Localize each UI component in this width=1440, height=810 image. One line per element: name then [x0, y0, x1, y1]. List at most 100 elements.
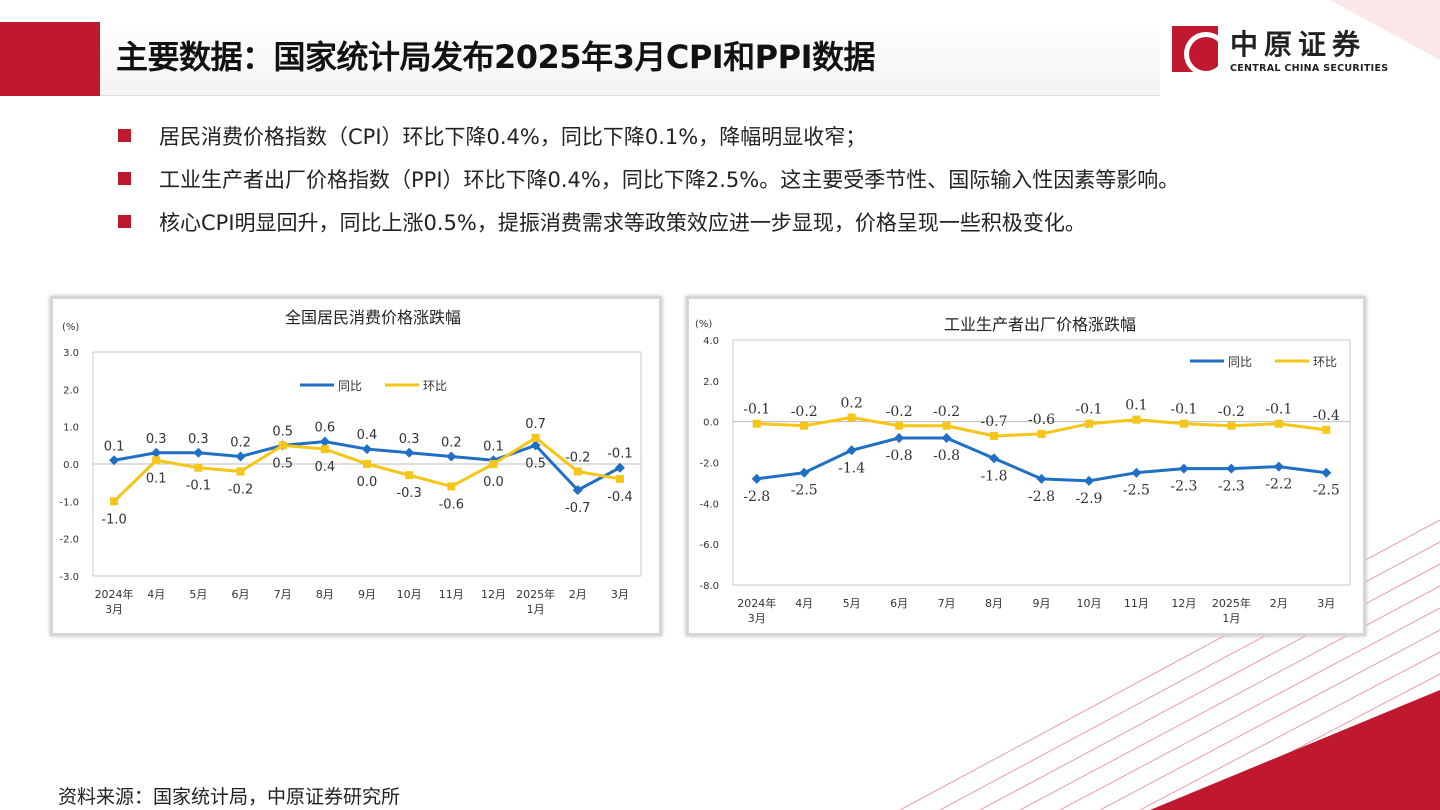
data-point-mom	[405, 471, 414, 480]
data-point-yoy	[989, 453, 1000, 464]
data-label: -0.1	[1265, 402, 1292, 418]
data-point-mom	[895, 421, 904, 430]
data-label: -0.3	[396, 486, 421, 501]
data-point-mom	[942, 421, 951, 430]
data-point-mom	[615, 474, 624, 483]
data-label: 0.4	[357, 428, 378, 443]
company-logo: 中原证券 CENTRAL CHINA SECURITIES	[1172, 23, 1388, 74]
data-point-mom	[1274, 419, 1283, 428]
y-axis-unit: (%)	[62, 322, 79, 333]
data-label: 0.1	[146, 471, 167, 486]
data-point-yoy	[1273, 461, 1284, 472]
data-point-mom	[531, 433, 540, 442]
x-tick-label: 2024年	[95, 587, 134, 601]
data-label: -0.4	[1313, 408, 1340, 424]
data-label: -2.9	[1075, 491, 1102, 507]
x-tick-label: 10月	[397, 588, 422, 601]
x-tick-label: 5月	[189, 588, 207, 601]
data-point-yoy	[572, 485, 583, 496]
data-label: -0.2	[886, 404, 913, 420]
data-point-mom	[489, 460, 498, 468]
data-label: 0.2	[441, 436, 462, 451]
data-label: -2.2	[1265, 477, 1292, 493]
data-label: -2.5	[1123, 483, 1150, 499]
data-label: 0.5	[272, 424, 293, 439]
y-tick-label: 2.0	[703, 377, 719, 388]
data-point-yoy	[109, 455, 120, 466]
x-tick-label: 4月	[147, 588, 165, 601]
data-point-mom	[1084, 419, 1093, 428]
bullet-text: 居民消费价格指数（CPI）环比下降0.4%，同比下降0.1%，降幅明显收窄；	[159, 124, 867, 149]
data-point-yoy	[530, 440, 541, 451]
data-label: 0.5	[525, 456, 546, 471]
legend-label: 同比	[338, 379, 362, 393]
x-tick-label: 9月	[1033, 597, 1051, 610]
x-tick-label: 3月	[748, 612, 766, 625]
data-point-mom	[320, 445, 329, 454]
x-tick-label: 11月	[1124, 597, 1149, 610]
y-tick-label: -1.0	[59, 497, 79, 508]
bullet-item: 核心CPI明显回升，同比上涨0.5%，提振消费需求等政策效应进一步显现，价格呈现…	[118, 200, 1179, 243]
y-tick-label: -6.0	[699, 540, 719, 551]
data-point-mom	[447, 482, 456, 491]
data-point-yoy	[1131, 467, 1142, 478]
data-label: -2.8	[1028, 489, 1055, 505]
data-label: 0.3	[188, 432, 209, 447]
data-point-mom	[1132, 415, 1141, 424]
data-label: -0.2	[933, 404, 960, 420]
title-bar	[100, 22, 1160, 96]
bullet-item: 工业生产者出厂价格指数（PPI）环比下降0.4%，同比下降2.5%。这主要受季节…	[118, 157, 1179, 200]
data-label: -0.1	[186, 479, 211, 494]
page-title: 主要数据：国家统计局发布2025年3月CPI和PPI数据	[116, 38, 876, 76]
data-label: 0.3	[146, 432, 167, 447]
legend-label: 环比	[423, 379, 447, 393]
data-label: -0.6	[1028, 412, 1055, 428]
chart-title: 全国居民消费价格涨跌幅	[285, 308, 461, 327]
data-label: 0.0	[483, 475, 504, 490]
data-label: 0.1	[1125, 398, 1147, 414]
bullet-text: 工业生产者出厂价格指数（PPI）环比下降0.4%，同比下降2.5%。这主要受季节…	[159, 167, 1180, 192]
data-label: -0.8	[933, 448, 960, 464]
data-label: -0.1	[743, 402, 770, 418]
data-point-yoy	[846, 445, 857, 456]
data-label: -0.1	[607, 447, 632, 462]
x-tick-label: 12月	[1171, 597, 1196, 610]
y-tick-label: -2.0	[59, 535, 79, 546]
x-tick-label: 1月	[527, 603, 545, 616]
data-label: 0.7	[525, 417, 546, 432]
data-label: -0.2	[1218, 404, 1245, 420]
x-tick-label: 10月	[1076, 597, 1101, 610]
data-label: -2.5	[1313, 483, 1340, 499]
x-tick-label: 7月	[938, 597, 956, 610]
x-tick-label: 3月	[105, 603, 123, 616]
data-point-mom	[1037, 429, 1046, 438]
bullet-square-icon	[118, 129, 131, 142]
title-accent-bar	[0, 22, 100, 96]
x-tick-label: 5月	[843, 597, 861, 610]
data-point-yoy	[894, 433, 905, 443]
data-label: -2.3	[1170, 479, 1197, 495]
data-label: 0.2	[230, 436, 251, 451]
data-point-mom	[847, 413, 856, 422]
legend-label: 同比	[1228, 355, 1252, 369]
data-point-yoy	[319, 436, 330, 447]
logo-english: CENTRAL CHINA SECURITIES	[1230, 63, 1389, 74]
data-point-yoy	[235, 451, 246, 462]
y-axis-unit: (%)	[695, 319, 712, 330]
data-label: 0.6	[315, 421, 336, 436]
data-label: 0.3	[399, 432, 420, 447]
x-tick-label: 6月	[890, 597, 908, 610]
data-point-yoy	[941, 433, 952, 443]
y-tick-label: 0.0	[63, 460, 79, 471]
bullet-square-icon	[118, 172, 131, 185]
bullet-text: 核心CPI明显回升，同比上涨0.5%，提振消费需求等政策效应进一步显现，价格呈现…	[159, 210, 1086, 235]
data-point-yoy	[1226, 463, 1237, 474]
x-tick-label: 1月	[1222, 612, 1240, 625]
data-point-yoy	[1321, 467, 1332, 478]
data-point-mom	[278, 441, 287, 450]
data-label: -1.8	[981, 468, 1008, 484]
data-label: -0.1	[1075, 402, 1102, 418]
y-tick-label: 1.0	[63, 423, 79, 434]
data-label: 0.5	[272, 456, 293, 471]
